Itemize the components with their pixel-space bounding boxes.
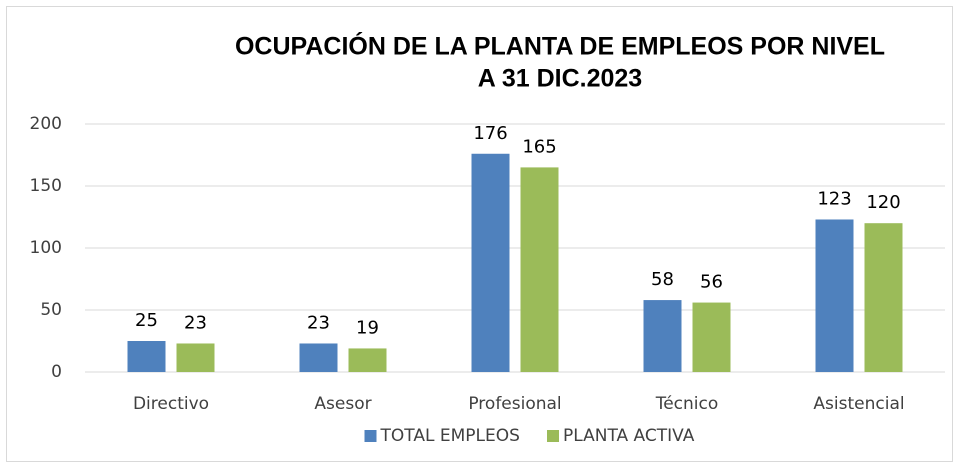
bar [348, 348, 387, 372]
legend-swatch [364, 430, 377, 442]
bar [815, 219, 854, 372]
legend-swatch [547, 430, 559, 442]
bar [299, 343, 338, 372]
y-tick-label: 150 [30, 176, 62, 196]
data-label: 123 [817, 188, 851, 209]
bar [176, 343, 215, 372]
data-label: 23 [184, 312, 207, 333]
bar [471, 153, 510, 372]
data-label: 19 [356, 317, 379, 338]
legend-label: TOTAL EMPLEOS [380, 426, 520, 446]
data-label: 56 [700, 272, 723, 293]
y-tick-label: 0 [51, 362, 62, 382]
bar [520, 167, 559, 372]
data-label: 120 [866, 192, 900, 213]
x-tick-label: Técnico [655, 394, 719, 414]
legend-label: PLANTA ACTIVA [563, 426, 695, 446]
data-label: 58 [651, 269, 674, 290]
bar [643, 300, 682, 372]
bar [692, 302, 731, 372]
data-label: 23 [307, 312, 330, 333]
x-tick-label: Directivo [133, 394, 209, 414]
x-tick-label: Asistencial [813, 394, 904, 414]
data-label: 176 [473, 123, 507, 144]
bar [127, 341, 166, 372]
chart-title: A 31 DIC.2023 [478, 65, 642, 93]
y-tick-label: 200 [30, 114, 62, 134]
data-label: 25 [135, 310, 158, 331]
chart-title: OCUPACIÓN DE LA PLANTA DE EMPLEOS POR NI… [235, 31, 885, 61]
y-tick-label: 100 [30, 238, 62, 258]
data-label: 165 [522, 136, 556, 157]
y-tick-label: 50 [40, 300, 62, 320]
bar [864, 223, 903, 372]
x-tick-label: Asesor [314, 394, 371, 414]
x-tick-label: Profesional [468, 394, 561, 414]
